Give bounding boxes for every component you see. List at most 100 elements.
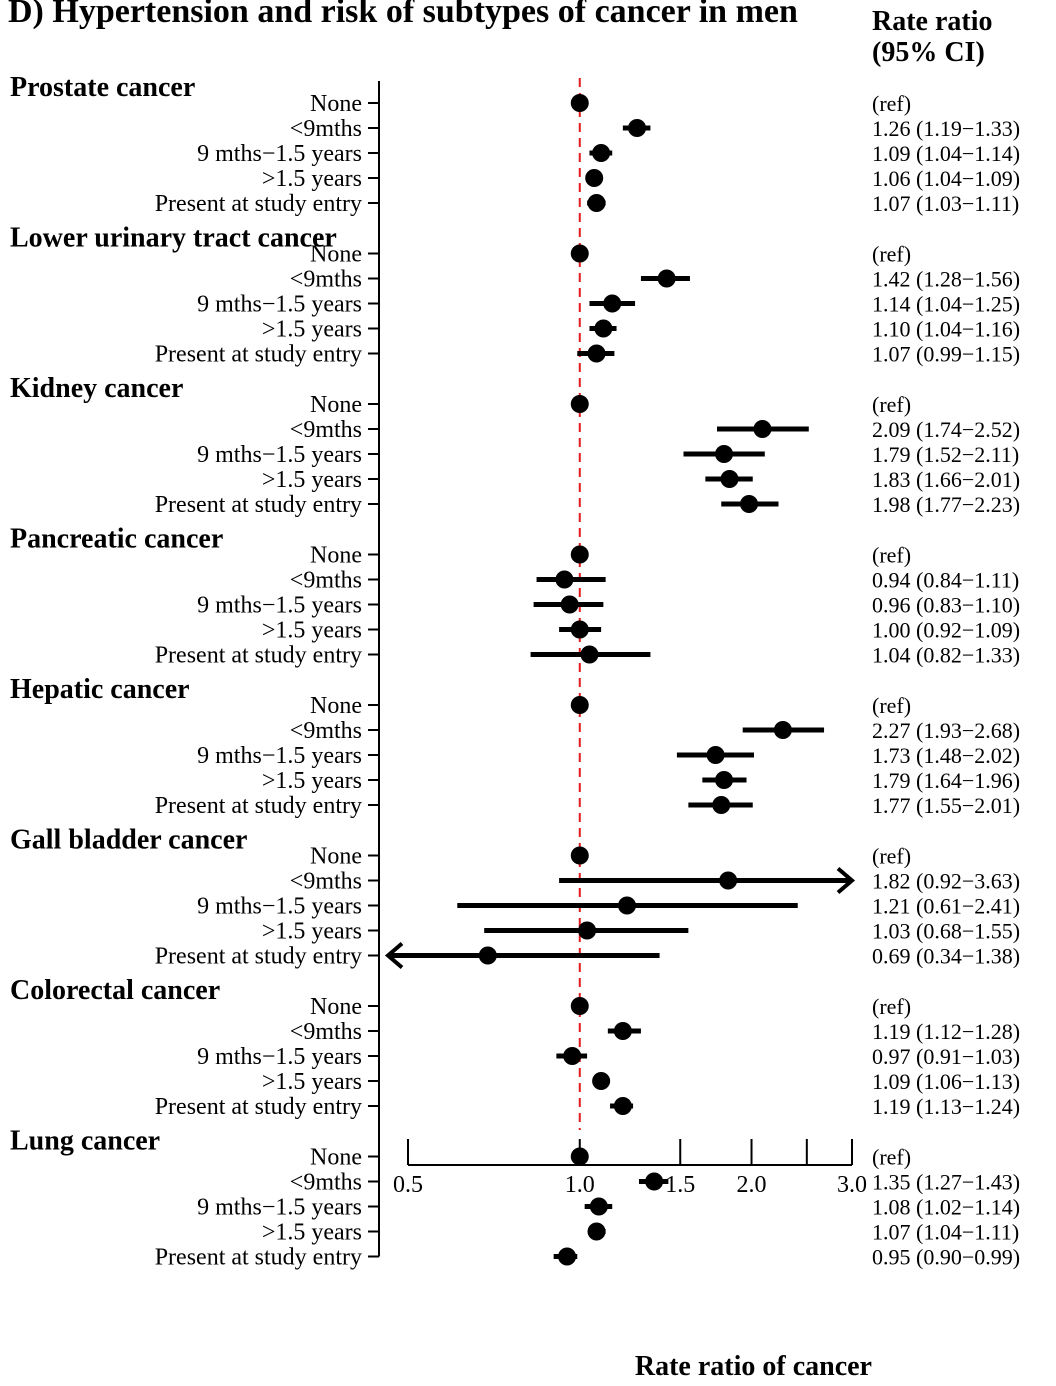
x-tick-label: 3.0	[837, 1172, 867, 1198]
point-estimate	[617, 896, 636, 915]
row-label: 9 mths−1.5 years	[197, 292, 362, 318]
rate-ratio-text: 2.09 (1.74−2.52)	[872, 417, 1020, 442]
point-estimate	[478, 946, 497, 965]
rate-ratio-text: 0.95 (0.90−0.99)	[872, 1245, 1020, 1270]
point-estimate	[587, 194, 606, 212]
rate-ratio-text: 1.35 (1.27−1.43)	[872, 1170, 1020, 1195]
group-label: Lower urinary tract cancer	[10, 223, 337, 254]
point-estimate	[715, 771, 734, 789]
rate-ratio-text: 1.79 (1.64−1.96)	[872, 768, 1020, 793]
point-estimate	[578, 921, 597, 940]
row-label: <9mths	[290, 568, 362, 594]
row-label: 9 mths−1.5 years	[197, 1044, 362, 1070]
point-estimate	[570, 846, 589, 865]
rate-ratio-text: (ref)	[872, 844, 911, 869]
rate-ratio-text: (ref)	[872, 91, 911, 116]
row-label: None	[310, 91, 362, 117]
row-label: <9mths	[290, 1170, 362, 1196]
rate-ratio-text: 1.03 (0.68−1.55)	[872, 919, 1020, 944]
x-axis-label: Rate ratio of cancer	[635, 1351, 872, 1382]
row-label: >1.5 years	[262, 1220, 362, 1246]
group-label: Prostate cancer	[10, 72, 195, 103]
rate-ratio-text: (ref)	[872, 1145, 911, 1170]
point-estimate	[715, 445, 734, 463]
row-label: None	[310, 693, 362, 719]
row-label: Present at study entry	[155, 1094, 362, 1120]
point-estimate	[628, 119, 647, 137]
rate-ratio-text: 1.09 (1.06−1.13)	[872, 1069, 1020, 1094]
row-label: 9 mths−1.5 years	[197, 894, 362, 920]
point-estimate	[753, 420, 772, 438]
rate-ratio-text: 1.09 (1.04−1.14)	[872, 141, 1020, 166]
rate-ratio-text: 1.07 (1.03−1.11)	[872, 191, 1019, 216]
point-estimate	[560, 595, 579, 614]
row-label: 9 mths−1.5 years	[197, 743, 362, 769]
rate-ratio-text: 0.96 (0.83−1.10)	[872, 593, 1020, 618]
row-label: >1.5 years	[262, 166, 362, 192]
point-estimate	[555, 570, 574, 589]
row-label: 9 mths−1.5 years	[197, 442, 362, 468]
rate-ratio-text: 1.00 (0.92−1.09)	[872, 618, 1020, 643]
row-label: Present at study entry	[155, 492, 362, 518]
point-estimate	[570, 545, 589, 564]
right-header-line1: Rate ratio	[872, 6, 993, 37]
rate-ratio-text: (ref)	[872, 994, 911, 1019]
rate-ratio-text: 1.10 (1.04−1.16)	[872, 317, 1020, 342]
row-label: <9mths	[290, 116, 362, 142]
point-estimate	[558, 1247, 577, 1266]
rate-ratio-text: 1.79 (1.52−2.11)	[872, 442, 1019, 467]
group-label: Gall bladder cancer	[10, 825, 247, 856]
point-estimate	[740, 495, 759, 513]
group-label: Kidney cancer	[10, 373, 183, 404]
rate-ratio-text: 1.06 (1.04−1.09)	[872, 166, 1020, 191]
row-label: <9mths	[290, 718, 362, 744]
point-estimate	[570, 997, 589, 1015]
row-label: >1.5 years	[262, 317, 362, 343]
rate-ratio-text: 1.19 (1.12−1.28)	[872, 1019, 1020, 1044]
point-estimate	[613, 1097, 632, 1115]
point-estimate	[585, 169, 604, 187]
x-tick-label: 2.0	[737, 1172, 767, 1198]
rate-ratio-text: (ref)	[872, 392, 911, 417]
point-estimate	[587, 344, 606, 363]
group-label: Hepatic cancer	[10, 674, 190, 705]
rate-ratio-text: 0.94 (0.84−1.11)	[872, 568, 1019, 593]
row-label: 9 mths−1.5 years	[197, 141, 362, 167]
row-label: 9 mths−1.5 years	[197, 1195, 362, 1221]
row-label: >1.5 years	[262, 1069, 362, 1095]
point-estimate	[594, 319, 613, 338]
row-label: <9mths	[290, 417, 362, 443]
rate-ratio-text: 2.27 (1.93−2.68)	[872, 718, 1020, 743]
point-estimate	[570, 696, 589, 714]
row-label: Present at study entry	[155, 191, 362, 217]
row-label: None	[310, 1145, 362, 1171]
point-estimate	[570, 94, 589, 112]
rate-ratio-text: 1.83 (1.66−2.01)	[872, 467, 1020, 492]
row-label: None	[310, 844, 362, 870]
rate-ratio-text: 1.73 (1.48−2.02)	[872, 743, 1020, 768]
chart-title: D) Hypertension and risk of subtypes of …	[8, 0, 798, 30]
x-tick-label: 0.5	[393, 1172, 423, 1198]
row-label: <9mths	[290, 1019, 362, 1045]
point-estimate	[613, 1022, 632, 1040]
rate-ratio-text: 1.14 (1.04−1.25)	[872, 292, 1020, 317]
x-tick-label: 1.5	[665, 1172, 695, 1198]
ci-arrow-left	[384, 941, 404, 970]
row-label: Present at study entry	[155, 793, 362, 819]
row-label: 9 mths−1.5 years	[197, 593, 362, 619]
rate-ratio-text: (ref)	[872, 543, 911, 568]
point-estimate	[712, 796, 731, 814]
point-estimate	[603, 294, 622, 313]
point-estimate	[592, 1072, 611, 1090]
row-label: >1.5 years	[262, 919, 362, 945]
row-label: <9mths	[290, 267, 362, 293]
rate-ratio-text: 1.77 (1.55−2.01)	[872, 793, 1020, 818]
ci-arrow-right	[836, 866, 856, 895]
rate-ratio-text: (ref)	[872, 242, 911, 267]
group-label: Colorectal cancer	[10, 975, 220, 1006]
point-estimate	[720, 470, 739, 488]
point-estimate	[570, 244, 589, 263]
row-label: None	[310, 242, 362, 268]
